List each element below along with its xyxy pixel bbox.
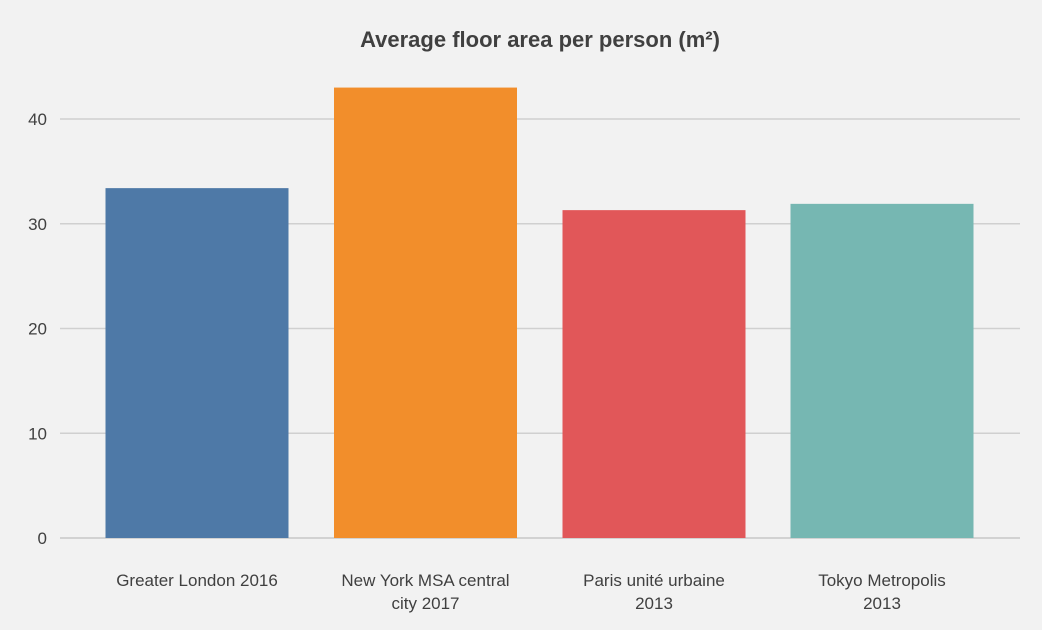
x-category-label: city 2017 bbox=[391, 594, 459, 613]
x-axis-category-labels: Greater London 2016 New York MSA central c… bbox=[116, 571, 946, 613]
bar bbox=[790, 203, 974, 538]
y-tick-label: 20 bbox=[28, 320, 47, 339]
x-category-label: 2013 bbox=[635, 594, 673, 613]
y-tick-label: 10 bbox=[28, 424, 47, 443]
y-tick-label: 30 bbox=[28, 215, 47, 234]
x-category-label: New York MSA central bbox=[341, 571, 509, 590]
bars bbox=[105, 87, 974, 538]
x-category-label: Paris unité urbaine bbox=[583, 571, 725, 590]
x-category-label: 2013 bbox=[863, 594, 901, 613]
y-tick-label: 0 bbox=[38, 529, 47, 548]
chart-title: Average floor area per person (m²) bbox=[360, 27, 720, 52]
bar bbox=[562, 210, 746, 538]
bar bbox=[105, 188, 289, 538]
x-category-label: Greater London 2016 bbox=[116, 571, 278, 590]
y-tick-label: 40 bbox=[28, 110, 47, 129]
bar bbox=[334, 87, 517, 538]
x-category-label: Tokyo Metropolis bbox=[818, 571, 946, 590]
y-axis-tick-labels: 0 10 20 30 40 bbox=[28, 110, 47, 548]
